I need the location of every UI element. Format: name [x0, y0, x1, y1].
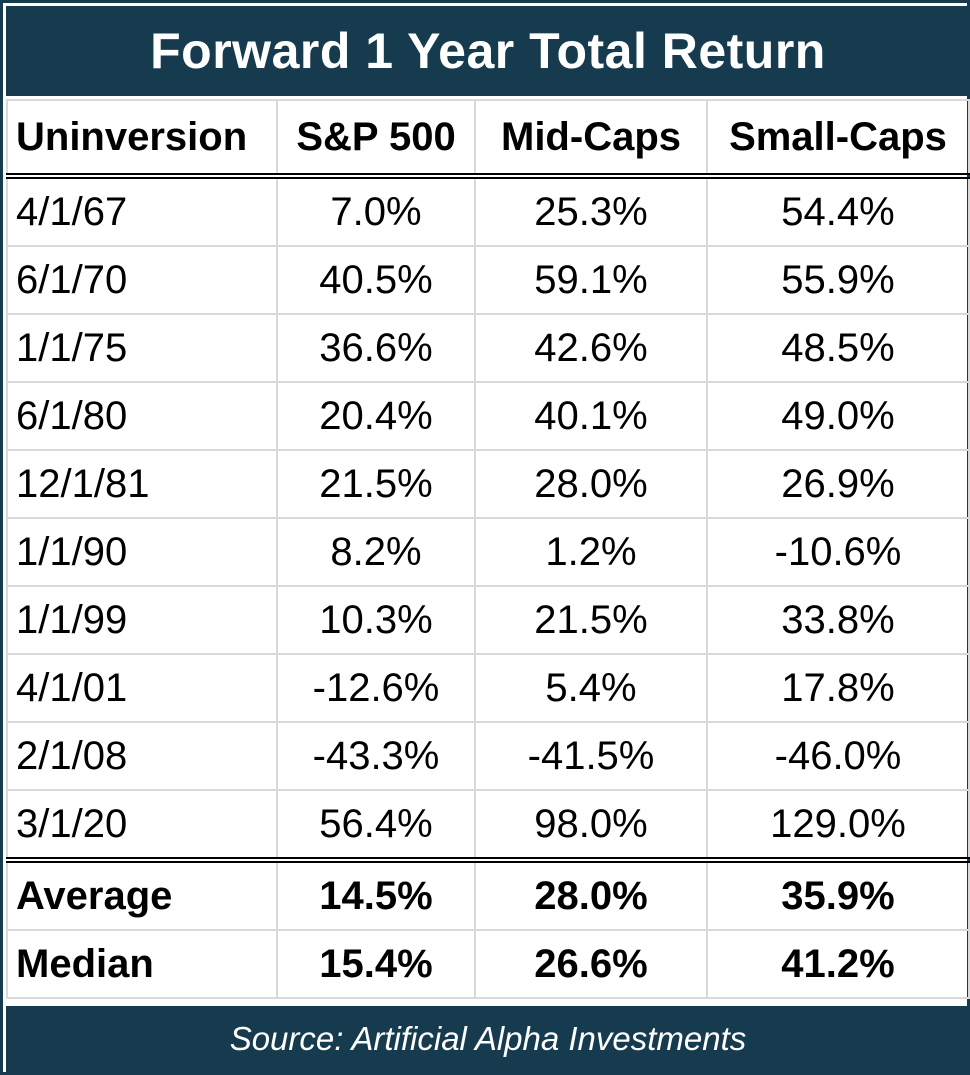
smallcaps-value: 33.8%	[706, 585, 970, 655]
sp500-value: 21.5%	[276, 449, 476, 519]
midcaps-value: 28.0%	[474, 449, 708, 519]
smallcaps-value: 54.4%	[706, 175, 970, 247]
summary-label: Average	[6, 859, 278, 931]
average-row: Average 14.5% 28.0% 35.9%	[6, 859, 970, 931]
smallcaps-value: 35.9%	[706, 859, 970, 931]
sp500-value: 36.6%	[276, 313, 476, 383]
midcaps-value: 1.2%	[474, 517, 708, 587]
table-row: 6/1/80 20.4% 40.1% 49.0%	[6, 381, 970, 451]
table-row: 4/1/67 7.0% 25.3% 54.4%	[6, 175, 970, 247]
smallcaps-value: 48.5%	[706, 313, 970, 383]
header-row: Uninversion S&P 500 Mid-Caps Small-Caps	[6, 99, 970, 179]
column-header-uninversion: Uninversion	[6, 99, 278, 179]
row-date: 4/1/01	[6, 653, 278, 723]
data-rows: 4/1/67 7.0% 25.3% 54.4% 6/1/70 40.5% 59.…	[6, 175, 970, 863]
smallcaps-value: 26.9%	[706, 449, 970, 519]
table-row: 3/1/20 56.4% 98.0% 129.0%	[6, 789, 970, 863]
row-date: 1/1/99	[6, 585, 278, 655]
table-row: 1/1/90 8.2% 1.2% -10.6%	[6, 517, 970, 587]
midcaps-value: 40.1%	[474, 381, 708, 451]
sp500-value: 15.4%	[276, 929, 476, 999]
table-row: 4/1/01 -12.6% 5.4% 17.8%	[6, 653, 970, 723]
sp500-value: 10.3%	[276, 585, 476, 655]
midcaps-value: 59.1%	[474, 245, 708, 315]
median-row: Median 15.4% 26.6% 41.2%	[6, 929, 970, 999]
table-row: 2/1/08 -43.3% -41.5% -46.0%	[6, 721, 970, 791]
smallcaps-value: 55.9%	[706, 245, 970, 315]
midcaps-value: 42.6%	[474, 313, 708, 383]
midcaps-value: 21.5%	[474, 585, 708, 655]
column-header-smallcaps: Small-Caps	[706, 99, 970, 179]
row-date: 4/1/67	[6, 175, 278, 247]
returns-table: Uninversion S&P 500 Mid-Caps Small-Caps …	[6, 99, 970, 999]
sp500-value: 56.4%	[276, 789, 476, 863]
column-header-midcaps: Mid-Caps	[474, 99, 708, 179]
sp500-value: -43.3%	[276, 721, 476, 791]
summary-rows: Average 14.5% 28.0% 35.9% Median 15.4% 2…	[6, 859, 970, 999]
sp500-value: -12.6%	[276, 653, 476, 723]
midcaps-value: -41.5%	[474, 721, 708, 791]
row-date: 6/1/80	[6, 381, 278, 451]
summary-label: Median	[6, 929, 278, 999]
sp500-value: 20.4%	[276, 381, 476, 451]
row-date: 6/1/70	[6, 245, 278, 315]
table-row: 1/1/99 10.3% 21.5% 33.8%	[6, 585, 970, 655]
sp500-value: 40.5%	[276, 245, 476, 315]
source-banner: Source: Artificial Alpha Investments	[6, 1006, 970, 1072]
table-row: 6/1/70 40.5% 59.1% 55.9%	[6, 245, 970, 315]
midcaps-value: 25.3%	[474, 175, 708, 247]
row-date: 2/1/08	[6, 721, 278, 791]
midcaps-value: 98.0%	[474, 789, 708, 863]
smallcaps-value: 49.0%	[706, 381, 970, 451]
title-banner: Forward 1 Year Total Return	[6, 6, 970, 96]
row-date: 1/1/75	[6, 313, 278, 383]
smallcaps-value: 41.2%	[706, 929, 970, 999]
smallcaps-value: 129.0%	[706, 789, 970, 863]
row-date: 1/1/90	[6, 517, 278, 587]
smallcaps-value: -10.6%	[706, 517, 970, 587]
row-date: 3/1/20	[6, 789, 278, 863]
table-title: Forward 1 Year Total Return	[150, 23, 826, 79]
row-date: 12/1/81	[6, 449, 278, 519]
smallcaps-value: -46.0%	[706, 721, 970, 791]
column-header-sp500: S&P 500	[276, 99, 476, 179]
source-note: Source: Artificial Alpha Investments	[229, 1020, 747, 1057]
sp500-value: 8.2%	[276, 517, 476, 587]
sp500-value: 7.0%	[276, 175, 476, 247]
table-row: 1/1/75 36.6% 42.6% 48.5%	[6, 313, 970, 383]
midcaps-value: 5.4%	[474, 653, 708, 723]
midcaps-value: 28.0%	[474, 859, 708, 931]
table-row: 12/1/81 21.5% 28.0% 26.9%	[6, 449, 970, 519]
midcaps-value: 26.6%	[474, 929, 708, 999]
smallcaps-value: 17.8%	[706, 653, 970, 723]
sp500-value: 14.5%	[276, 859, 476, 931]
